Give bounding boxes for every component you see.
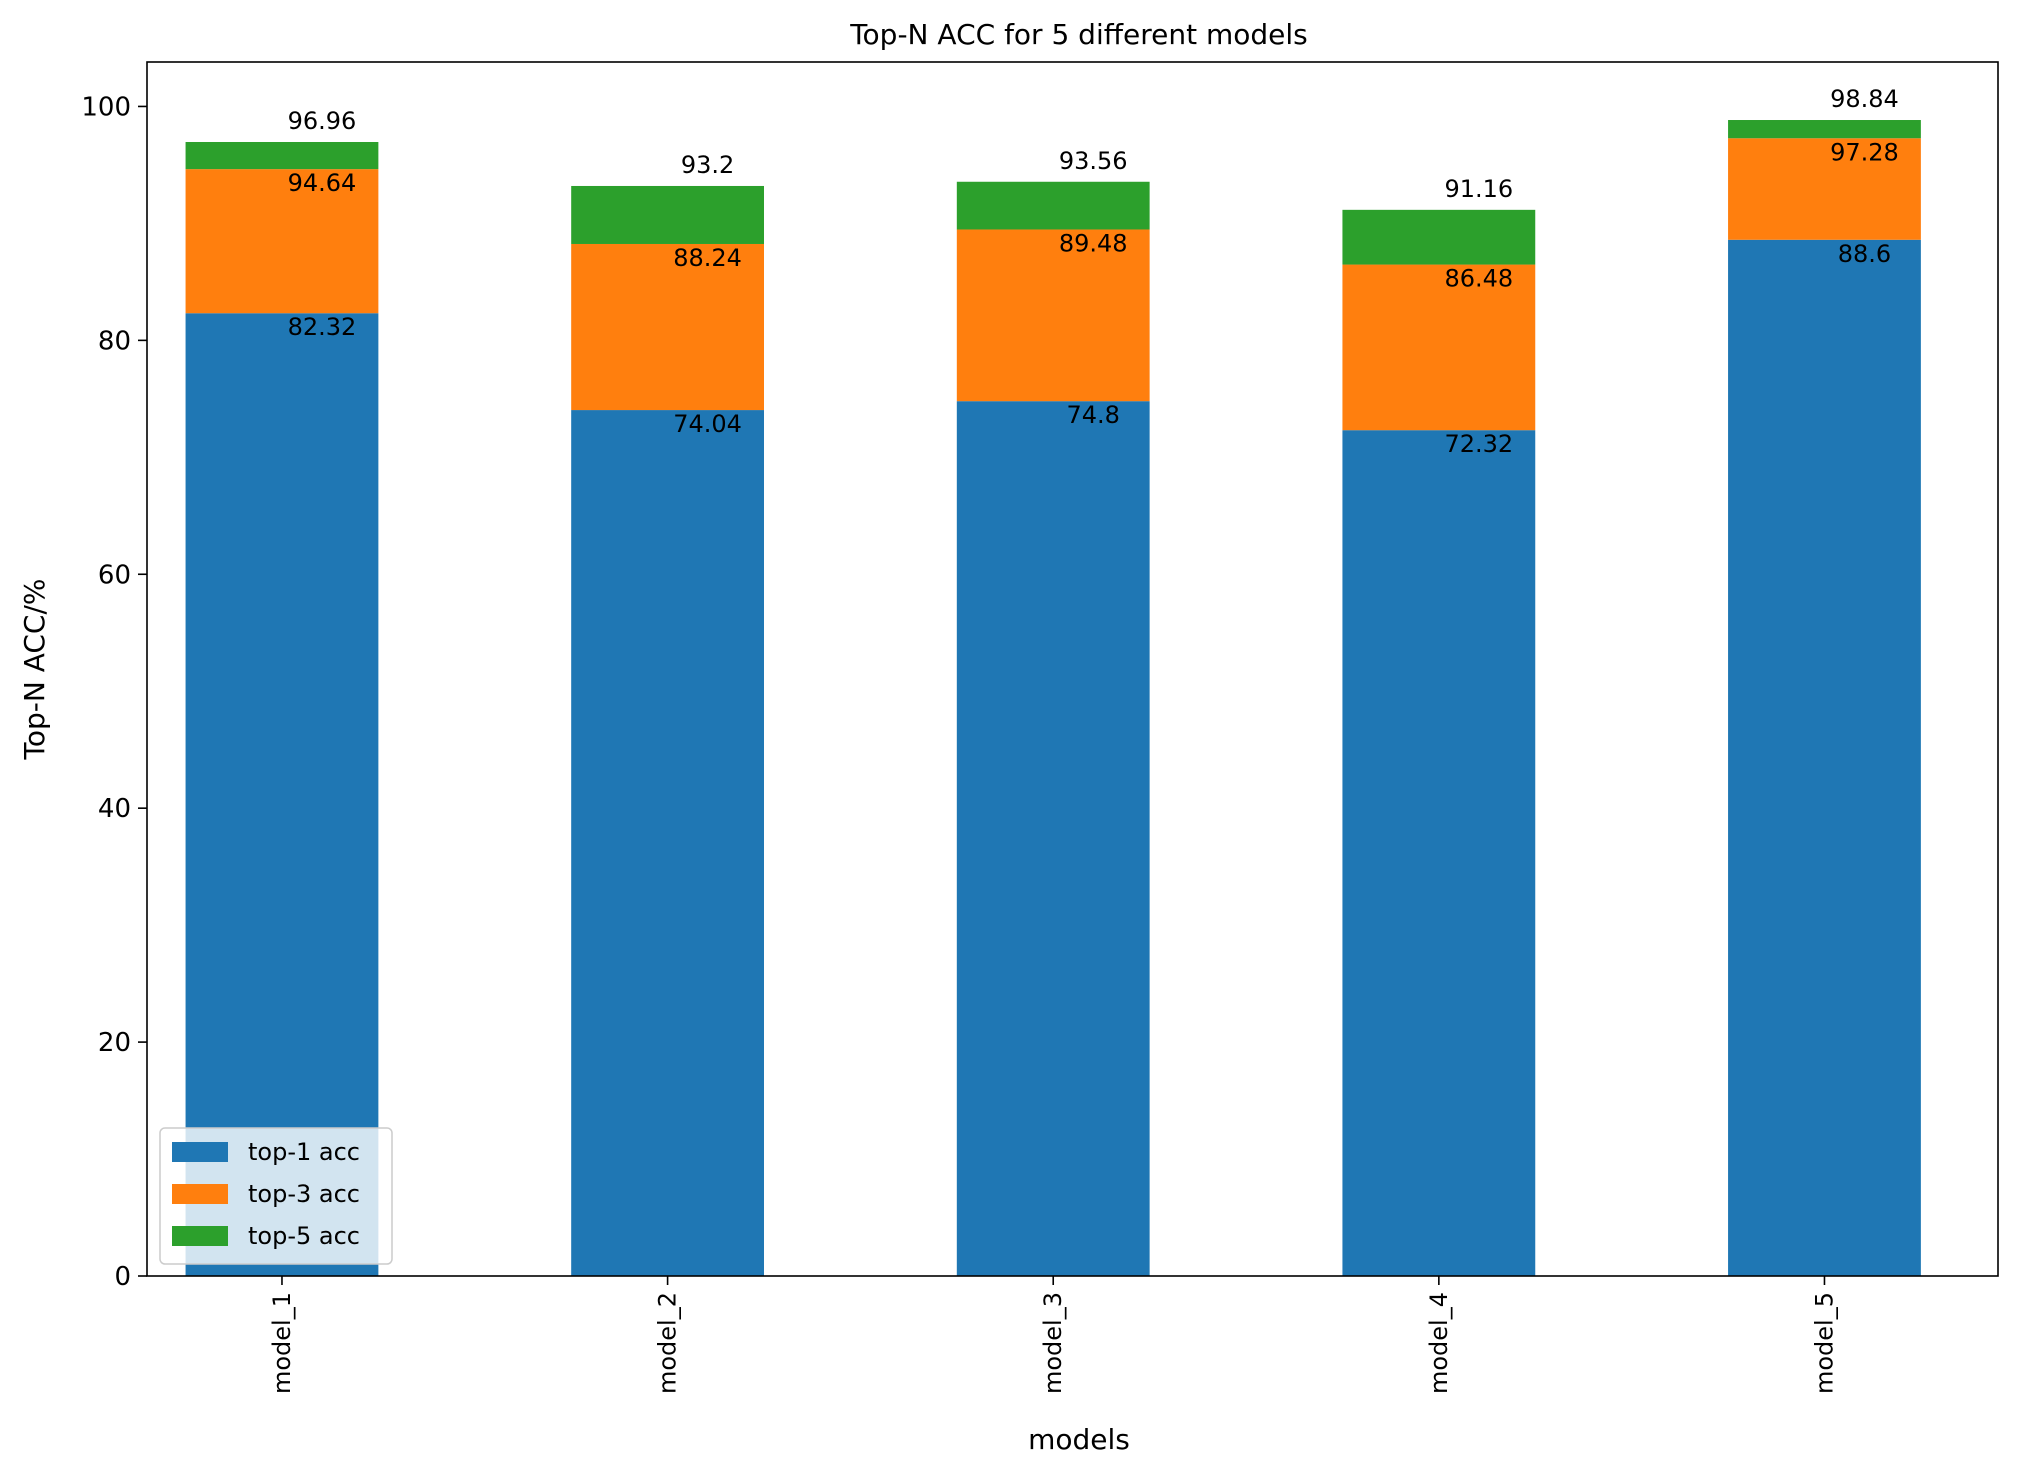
x-tick-label-model_2: model_2 <box>654 1292 682 1394</box>
bar-model_1-series-2 <box>185 169 379 314</box>
bar-model_2-series-1 <box>571 410 764 1276</box>
y-tick-label: 40 <box>98 794 131 824</box>
y-axis-label: Top-N ACC/% <box>18 578 51 760</box>
data-label-model_4-series-3: 91.16 <box>1444 175 1513 203</box>
legend-swatch-3 <box>172 1226 228 1246</box>
y-tick-label: 20 <box>98 1028 131 1058</box>
x-axis: model_1 model_2 model_3 model_4 model_5 <box>268 1276 1838 1394</box>
data-label-model_4-series-2: 86.48 <box>1444 265 1513 293</box>
legend-label-1: top-1 acc <box>248 1138 360 1166</box>
bar-model_2-series-2 <box>571 243 764 411</box>
x-tick-label-model_4: model_4 <box>1425 1292 1453 1394</box>
bar-model_4-series-2 <box>1342 264 1536 431</box>
data-label-model_3-series-2: 89.48 <box>1059 229 1128 257</box>
y-tick-label: 60 <box>98 560 131 590</box>
legend: top-1 acc top-3 acc top-5 acc <box>159 1127 393 1265</box>
bar-model_2-series-3 <box>571 185 764 244</box>
bar-model_3-series-2 <box>956 229 1150 402</box>
data-label-model_1-series-2: 94.64 <box>288 169 357 197</box>
legend-swatch-2 <box>172 1184 228 1204</box>
data-label-model_4-series-1: 72.32 <box>1444 430 1513 458</box>
data-label-model_5-series-1: 88.6 <box>1838 240 1891 268</box>
y-tick-label: 100 <box>81 92 131 122</box>
data-label-model_2-series-1: 74.04 <box>673 410 742 438</box>
data-label-model_1-series-1: 82.32 <box>288 313 357 341</box>
bar-model_3-series-1 <box>956 401 1150 1276</box>
bar-model_4-series-1 <box>1342 430 1536 1276</box>
plot-frame <box>146 61 1999 1277</box>
data-label-model_5-series-3: 98.84 <box>1830 85 1899 113</box>
legend-label-2: top-3 acc <box>248 1180 360 1208</box>
legend-swatch-1 <box>172 1142 228 1162</box>
bar-model_1-series-3 <box>185 141 379 170</box>
bar-model_5-series-2 <box>1728 138 1921 240</box>
legend-label-3: top-5 acc <box>248 1222 360 1250</box>
y-tick-label: 0 <box>114 1262 131 1292</box>
data-label-model_2-series-2: 88.24 <box>673 244 742 272</box>
y-tick-label: 80 <box>98 326 131 356</box>
x-tick-label-model_3: model_3 <box>1039 1292 1067 1394</box>
data-label-model_2-series-3: 93.2 <box>681 151 734 179</box>
chart-title: Top-N ACC for 5 different models <box>849 18 1308 51</box>
data-label-model_5-series-2: 97.28 <box>1830 138 1899 166</box>
bar-model_1-series-1 <box>185 313 379 1276</box>
bars <box>185 120 1921 1276</box>
bar-model_4-series-3 <box>1342 209 1536 265</box>
data-label-model_3-series-1: 74.8 <box>1067 401 1120 429</box>
bar-model_5-series-3 <box>1728 120 1921 139</box>
data-label-model_1-series-3: 96.96 <box>288 107 357 135</box>
y-axis: 0 20 40 60 80 100 <box>81 92 147 1292</box>
x-tick-label-model_1: model_1 <box>268 1292 296 1394</box>
bar-model_5-series-1 <box>1728 239 1921 1276</box>
data-label-model_3-series-3: 93.56 <box>1059 147 1128 175</box>
bar-model_3-series-3 <box>956 181 1150 230</box>
x-axis-label: models <box>1028 1423 1130 1456</box>
data-labels: 82.32 94.64 96.96 74.04 88.24 93.2 74.8 89.48 93… <box>288 85 1899 458</box>
x-tick-label-model_5: model_5 <box>1810 1292 1838 1394</box>
